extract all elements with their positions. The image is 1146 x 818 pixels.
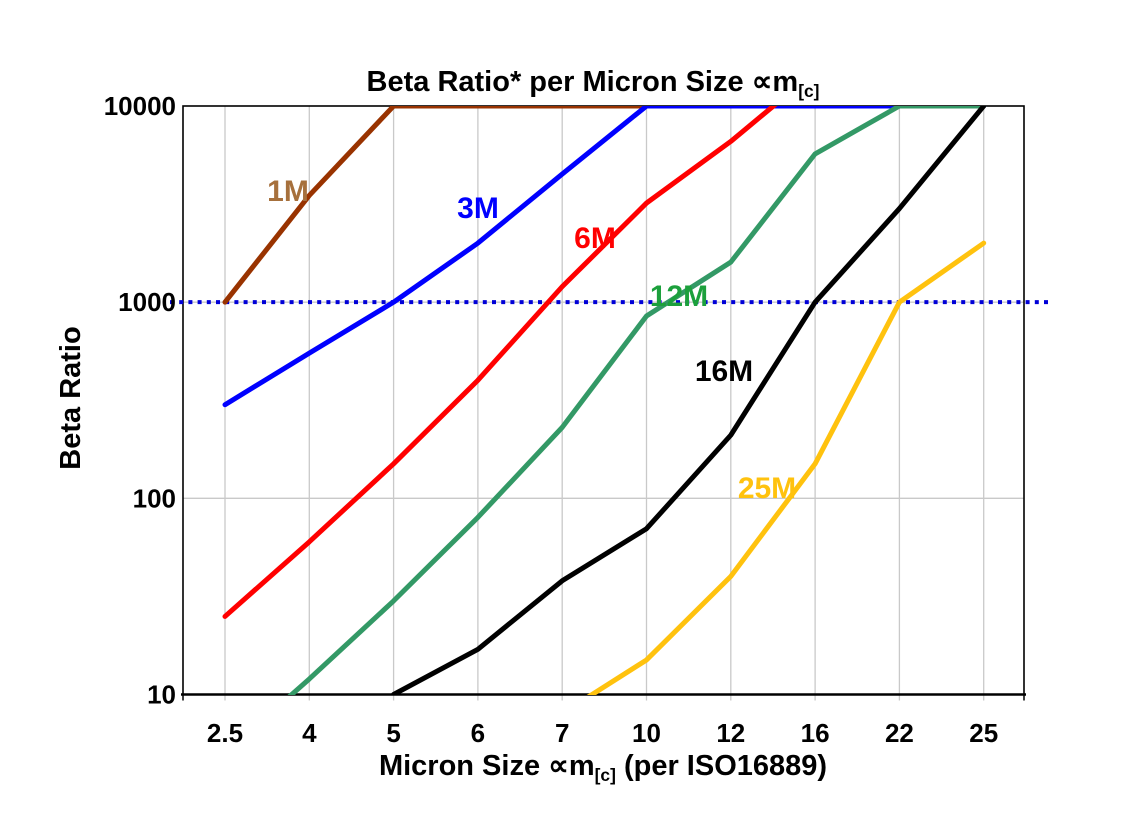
- x-tick-label: 10: [632, 718, 661, 748]
- series-label-25M: 25M: [738, 472, 796, 505]
- x-tick-label: 7: [555, 718, 569, 748]
- chart-title-text: Beta Ratio* per Micron Size ∝m: [366, 66, 799, 98]
- series-line-25M: [586, 240, 987, 695]
- x-tick-label: 12: [716, 718, 745, 748]
- x-tick-label: 2.5: [207, 718, 243, 748]
- series-line-3M: [222, 106, 987, 408]
- x-axis-title-text: Micron Size ∝m: [378, 750, 595, 782]
- series-label-16M: 16M: [695, 355, 753, 388]
- y-tick-label: 10000: [104, 91, 176, 121]
- x-tick-label: 25: [969, 718, 998, 748]
- y-tick-label: 1000: [118, 287, 176, 317]
- series-label-6M: 6M: [574, 222, 616, 255]
- series-label-12M: 12M: [650, 280, 708, 313]
- x-axis-title-tail: (per ISO16889): [615, 750, 828, 782]
- y-tick-label: 100: [133, 483, 176, 513]
- series-line-16M: [391, 106, 987, 695]
- series-line-1M: [222, 106, 649, 305]
- x-tick-label: 6: [471, 718, 485, 748]
- x-tick-label: 22: [885, 718, 914, 748]
- y-axis-title: Beta Ratio: [55, 326, 87, 470]
- x-tick-label: 16: [801, 718, 830, 748]
- series-label-1M: 1M: [267, 175, 309, 208]
- y-tick-label: 10: [147, 680, 176, 710]
- series-label-3M: 3M: [457, 192, 499, 225]
- x-axis-title: Micron Size ∝m[c] (per ISO16889): [30, 748, 1146, 786]
- x-tick-label: 4: [302, 718, 317, 748]
- x-axis-title-subscript: [c]: [594, 765, 616, 786]
- chart-title: Beta Ratio* per Micron Size ∝m[c]: [20, 64, 1146, 102]
- x-tick-label: 5: [386, 718, 400, 748]
- series-line-6M: [222, 106, 778, 619]
- chart-title-subscript: [c]: [798, 81, 820, 102]
- series-line-12M: [287, 106, 987, 695]
